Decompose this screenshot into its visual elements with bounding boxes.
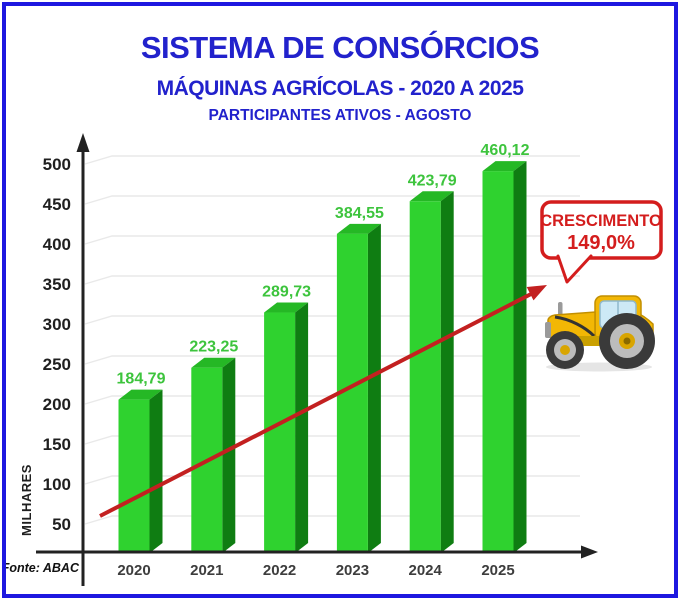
bar-side-face (367, 223, 381, 554)
y-tick-label: 400 (43, 235, 71, 254)
bar-value-label: 184,79 (117, 371, 166, 388)
bar-value-label: 384,55 (335, 205, 384, 222)
bar-top-face (336, 223, 381, 234)
bar-value-label: 223,25 (189, 339, 238, 356)
bar-side-face (440, 191, 454, 553)
y-tick-label: 300 (43, 315, 71, 334)
bar-top-face (191, 357, 236, 368)
x-category-label: 2025 (481, 562, 514, 579)
callout-tail-icon (556, 254, 593, 284)
y-tick-label: 150 (43, 435, 71, 454)
page-subtitle: MÁQUINAS AGRÍCOLAS - 2020 A 2025 (156, 77, 524, 100)
y-tick-label: 500 (43, 155, 71, 174)
callout-box (540, 200, 663, 260)
x-category-label: 2024 (409, 562, 443, 579)
bar-value-label: 289,73 (262, 284, 311, 301)
source-note: Fonte: ABAC (2, 561, 80, 575)
bar-value-label: 460,12 (481, 142, 530, 159)
y-tick-label: 100 (43, 475, 71, 494)
bar-value-label: 423,79 (408, 172, 457, 189)
bar (118, 399, 150, 553)
bar-top-face (482, 161, 527, 172)
y-tick-label: 350 (43, 275, 71, 294)
bar-side-face (149, 389, 163, 553)
gridline (84, 155, 580, 165)
bar (409, 201, 441, 553)
x-category-label: 2020 (117, 562, 150, 579)
y-tick-label: 200 (43, 395, 71, 414)
page-title: SISTEMA DE CONSÓRCIOS (140, 30, 540, 65)
tractor-icon (545, 295, 655, 372)
x-category-label: 2022 (263, 562, 296, 579)
bar (264, 312, 296, 553)
bar-side-face (222, 357, 236, 553)
trend-line (99, 291, 534, 518)
trend-arrow (99, 285, 547, 518)
y-tick-label: 450 (43, 195, 71, 214)
y-tick-label: 50 (52, 515, 71, 534)
bars (118, 161, 527, 554)
bar (482, 171, 514, 553)
x-axis-arrow-icon (581, 545, 598, 559)
labels: 500 450 400 350 300 250 200 150 100 50 184,79 2020 2… (43, 142, 530, 579)
axes: MILHARES Fonte: ABAC (2, 133, 598, 586)
bar-top-face (409, 191, 454, 202)
growth-callout: CRESCIMENTO 149,0% (540, 200, 663, 284)
y-axis-arrow-icon (76, 133, 90, 152)
bar-top-face (118, 389, 163, 400)
callout-value: 149,0% (567, 232, 635, 254)
trend-arrowhead-icon (526, 285, 547, 301)
page-caption: PARTICIPANTES ATIVOS - AGOSTO (208, 107, 472, 124)
y-axis-title: MILHARES (19, 464, 34, 536)
callout-label: CRESCIMENTO (540, 212, 662, 230)
bar-side-face (513, 161, 527, 553)
bar-side-face (295, 302, 309, 553)
y-tick-label: 250 (43, 355, 71, 374)
bar-top-face (264, 302, 309, 313)
x-category-label: 2023 (336, 562, 369, 579)
x-category-label: 2021 (190, 562, 223, 579)
